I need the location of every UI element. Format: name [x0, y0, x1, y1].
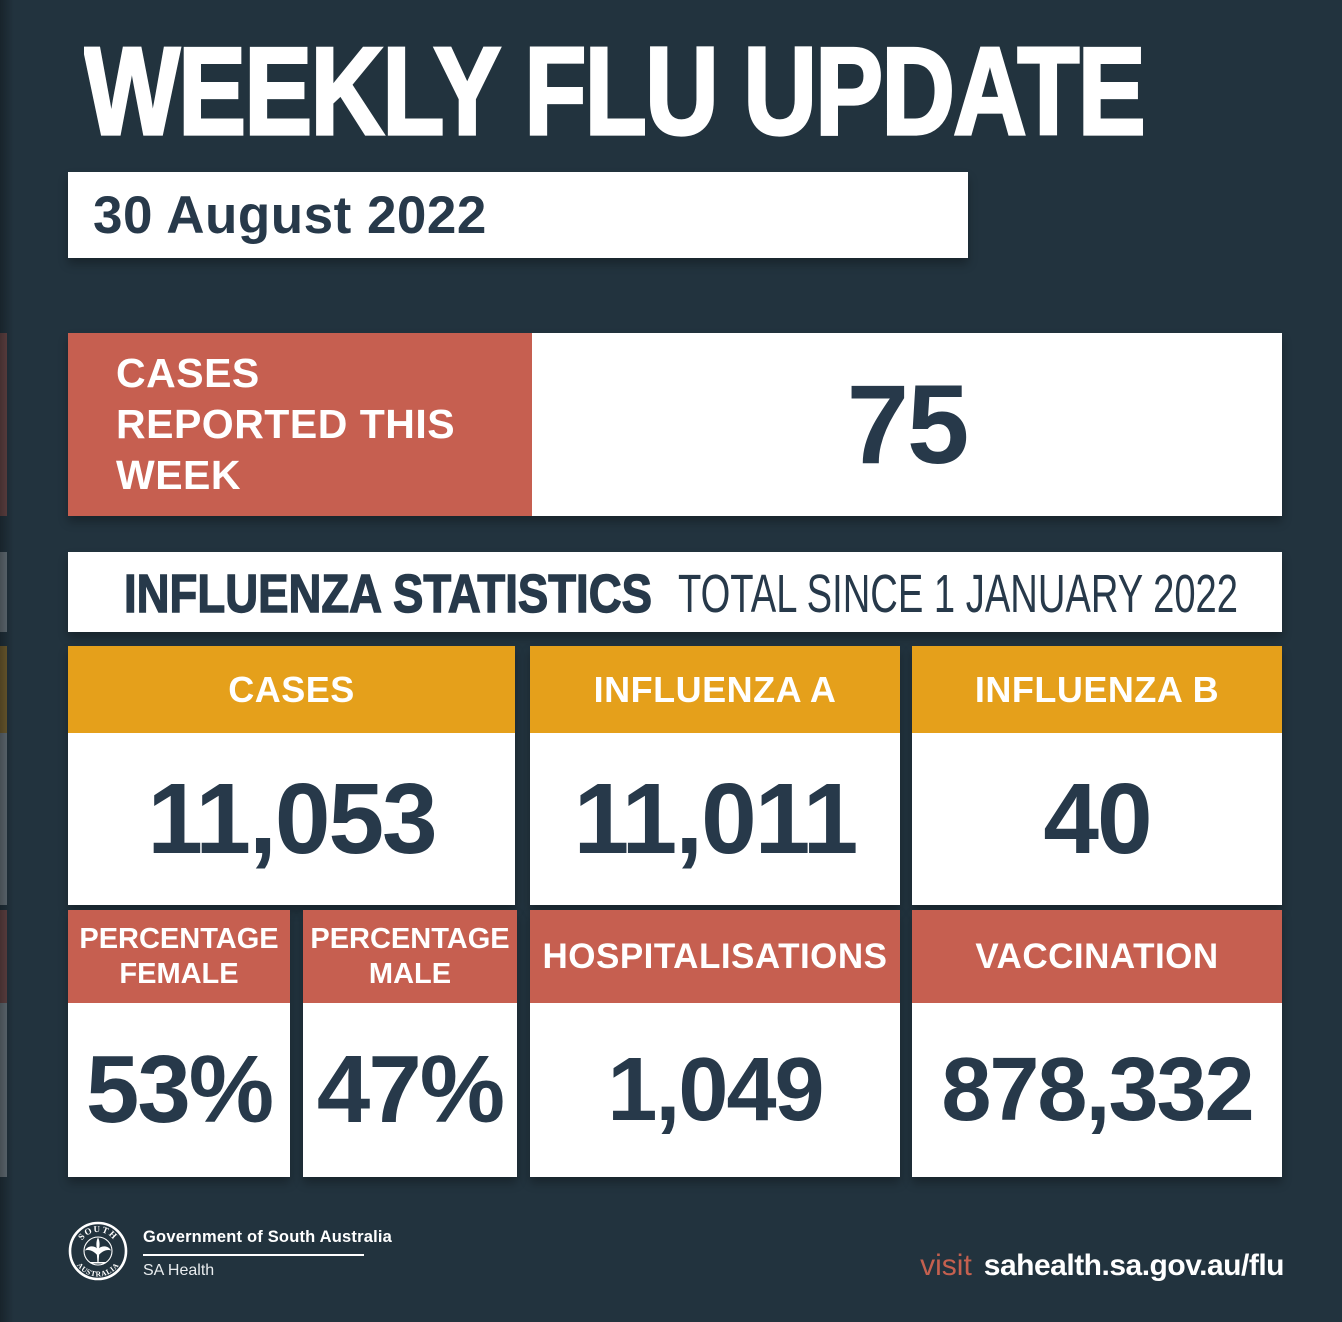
stat-card-vaccination-label: VACCINATION	[975, 936, 1219, 976]
stat-card-influenza-a-value: 11,011	[573, 762, 859, 875]
stat-card-hospitalisations-label: HOSPITALISATIONS	[542, 936, 888, 976]
stat-card-hospitalisations-body: 1,049	[530, 1003, 900, 1177]
section-subtitle: TOTAL SINCE 1 JANUARY 2022	[678, 564, 1238, 624]
adjacent-slide-sliver	[0, 1003, 7, 1177]
stat-card-influenza-a-body: 11,011	[530, 733, 900, 905]
title-banner: WEEKLY FLU UPDATE	[84, 30, 1148, 155]
stat-card-percentage-female-label: PERCENTAGE FEMALE	[79, 923, 279, 990]
stat-card-cases-label: CASES	[228, 668, 355, 710]
stat-card-percentage-male-header: PERCENTAGE MALE	[303, 910, 517, 1003]
government-name: Government of South Australia	[143, 1228, 393, 1246]
agency-name: SA Health	[143, 1262, 215, 1279]
stat-card-influenza-a: INFLUENZA A 11,011	[530, 646, 900, 905]
stat-card-influenza-b-value: 40	[1043, 762, 1152, 875]
website-callout: visit sahealth.sa.gov.au/flu	[920, 1249, 1284, 1283]
stat-card-influenza-b-header: INFLUENZA B	[912, 646, 1282, 733]
stat-card-percentage-female-header: PERCENTAGE FEMALE	[68, 910, 290, 1003]
section-title: INFLUENZA STATISTICS	[124, 564, 652, 624]
stat-card-vaccination: VACCINATION 878,332	[912, 910, 1282, 1177]
weekly-cases-value: 75	[532, 333, 1282, 516]
stat-card-percentage-male-value: 47%	[316, 1036, 505, 1143]
stat-card-cases-header: CASES	[68, 646, 515, 733]
government-branding: Government of South Australia SA Health	[143, 1228, 392, 1280]
stat-card-influenza-b-body: 40	[912, 733, 1282, 905]
page-title: WEEKLY FLU UPDATE	[84, 30, 1144, 155]
stat-card-vaccination-value: 878,332	[941, 1039, 1254, 1140]
website-url: sahealth.sa.gov.au/flu	[983, 1249, 1285, 1282]
piping-shrike-bird-icon	[85, 1237, 111, 1264]
stat-card-hospitalisations-header: HOSPITALISATIONS	[530, 910, 900, 1003]
section-header-bar: INFLUENZA STATISTICS TOTAL SINCE 1 JANUA…	[68, 552, 1282, 632]
weekly-cases-panel: CASES REPORTED THIS WEEK 75	[68, 333, 1282, 516]
sa-government-seal-icon: SOUTH AUSTRALIA	[68, 1221, 128, 1281]
adjacent-slide-sliver	[0, 646, 7, 733]
stat-card-influenza-b-label: INFLUENZA B	[974, 668, 1220, 710]
stat-card-cases-value: 11,053	[147, 762, 437, 875]
stat-card-hospitalisations: HOSPITALISATIONS 1,049	[530, 910, 900, 1177]
stat-card-percentage-male-label: PERCENTAGE MALE	[310, 923, 510, 990]
adjacent-slide-sliver	[0, 552, 7, 632]
stat-card-influenza-b: INFLUENZA B 40	[912, 646, 1282, 905]
stat-card-percentage-female-value: 53%	[85, 1036, 274, 1143]
stat-card-influenza-a-label: INFLUENZA A	[593, 668, 837, 710]
stat-card-hospitalisations-value: 1,049	[607, 1039, 824, 1140]
stat-card-percentage-female: PERCENTAGE FEMALE 53%	[68, 910, 290, 1177]
stat-card-vaccination-header: VACCINATION	[912, 910, 1282, 1003]
visit-label: visit	[920, 1249, 972, 1282]
date-box: 30 August 2022	[68, 172, 968, 258]
adjacent-slide-sliver	[0, 333, 7, 516]
stat-card-percentage-male-body: 47%	[303, 1003, 517, 1177]
stat-card-percentage-female-body: 53%	[68, 1003, 290, 1177]
stat-card-cases: CASES 11,053	[68, 646, 515, 905]
stat-card-percentage-male: PERCENTAGE MALE 47%	[303, 910, 517, 1177]
branding-divider	[143, 1254, 364, 1256]
date-text: 30 August 2022	[93, 185, 487, 245]
stat-card-vaccination-body: 878,332	[912, 1003, 1282, 1177]
stat-card-influenza-a-header: INFLUENZA A	[530, 646, 900, 733]
weekly-cases-label: CASES REPORTED THIS WEEK	[68, 333, 532, 516]
adjacent-slide-sliver	[0, 910, 7, 1003]
stat-card-cases-body: 11,053	[68, 733, 515, 905]
adjacent-slide-sliver	[0, 733, 7, 905]
section-header-text: INFLUENZA STATISTICS TOTAL SINCE 1 JANUA…	[123, 563, 1238, 624]
